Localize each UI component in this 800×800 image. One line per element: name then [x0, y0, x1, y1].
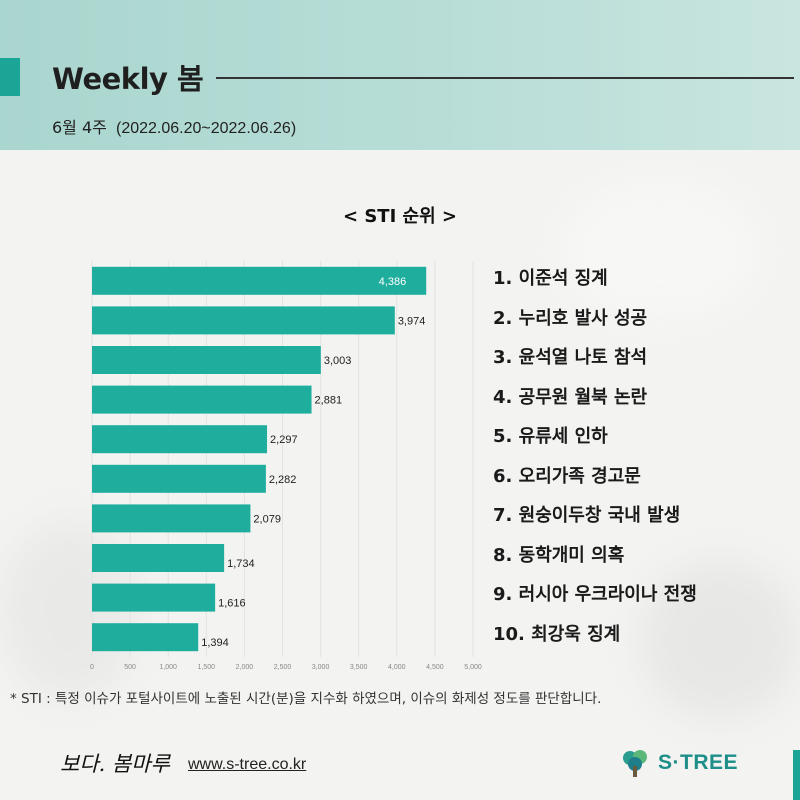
x-tick-label: 0: [90, 664, 94, 671]
ranking-item: 8. 동학개미 의혹: [493, 544, 625, 566]
bar: [92, 306, 395, 335]
bar-value-label: 1,394: [201, 637, 229, 649]
x-tick-label: 3,000: [312, 664, 330, 671]
ranking-item: 1. 이준석 징계: [493, 268, 608, 289]
x-tick-label: 4,000: [388, 664, 406, 671]
header-accent-bar: [0, 58, 20, 96]
bar-value-label: 4,386: [379, 276, 407, 288]
background-blur: [640, 560, 800, 720]
week-subtitle: 6월 4주 (2022.06.20~2022.06.26): [52, 114, 296, 138]
x-tick-label: 1,500: [198, 664, 216, 671]
header-band: [0, 0, 800, 150]
bar: [92, 346, 321, 374]
bar-value-label: 1,616: [218, 598, 246, 610]
ranking-item: 5. 유류세 인하: [493, 426, 608, 447]
ranking-item: 6. 오리가족 경고문: [493, 465, 641, 487]
bar: [92, 266, 427, 295]
bar: [92, 385, 312, 414]
bar: [92, 504, 251, 533]
bommaru-logo: 보다. 봄마루: [60, 752, 170, 776]
ranking-item: 4. 공무원 월북 논란: [493, 386, 648, 408]
website-link[interactable]: www.s-tree.co.kr: [188, 756, 307, 773]
bar: [92, 425, 268, 454]
ranking-item: 7. 원숭이두창 국내 발생: [493, 505, 681, 526]
ranking-item: 10. 최강욱 징계: [493, 623, 621, 645]
x-tick-label: 4,500: [426, 664, 444, 671]
brand-name: S·TREE: [658, 751, 739, 774]
footnote: * STI : 특정 이슈가 포털사이트에 노출된 시간(분)을 지수화 하였으…: [10, 691, 602, 707]
bar-value-label: 2,881: [315, 395, 343, 407]
corner-accent-bar: [793, 750, 800, 800]
x-tick-label: 5,000: [464, 664, 482, 671]
bar-value-label: 2,297: [270, 434, 298, 446]
bar-value-label: 2,079: [253, 513, 281, 525]
background-blur: [560, 180, 760, 320]
x-tick-label: 3,500: [350, 664, 368, 671]
title-divider: [216, 77, 794, 79]
ranking-list: 1. 이준석 징계 2. 누리호 발사 성공 3. 윤석열 나토 참석 4. 공무원 …: [493, 262, 697, 657]
bar: [92, 544, 225, 572]
ranking-item: 3. 윤석열 나토 참석: [493, 347, 648, 368]
page-title: Weekly 봄: [52, 62, 204, 96]
bar: [92, 583, 216, 612]
x-tick-label: 2,000: [236, 664, 254, 671]
week-label: 6월 4주: [52, 118, 107, 137]
date-range: (2022.06.20~2022.06.26): [115, 120, 297, 137]
tree-logo-icon: [623, 750, 647, 777]
sti-bar-chart: 0 500 1,000 1,500 2,000 2,500 3,000 3,500 4,000 4…: [90, 261, 482, 671]
ranking-item: 9. 러시아 우크라이나 전쟁: [493, 584, 697, 605]
stree-brand: S·TREE: [620, 748, 738, 778]
bar-value-label: 3,003: [324, 355, 352, 367]
bar: [92, 464, 266, 493]
bar: [92, 623, 199, 652]
bar-value-label: 1,734: [227, 558, 255, 570]
chart-title: < STI 순위 >: [342, 206, 458, 227]
bar-value-label: 2,282: [269, 474, 297, 486]
bar-value-label: 3,974: [398, 315, 426, 327]
x-tick-label: 1,000: [159, 664, 177, 671]
x-tick-label: 500: [124, 664, 136, 671]
x-tick-label: 2,500: [274, 664, 292, 671]
ranking-item: 2. 누리호 발사 성공: [493, 307, 648, 329]
